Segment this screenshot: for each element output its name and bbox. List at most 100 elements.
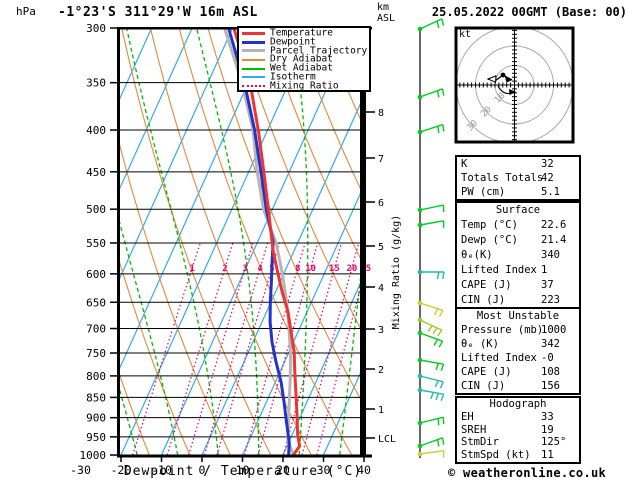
wind-barb (417, 449, 445, 458)
pressure-tick-label: 300 (86, 22, 106, 35)
legend-line-sample (242, 31, 265, 35)
altitude-tick-label: 1 (378, 405, 384, 416)
mixing-ratio-line (243, 242, 306, 455)
table-row-value: -0 (541, 352, 554, 364)
legend-item-label: Parcel Trajectory (270, 45, 368, 56)
legend-line-sample (242, 40, 265, 44)
wet-adiabat-line (195, 28, 260, 455)
table-row: CIN (J) 156 (457, 379, 579, 393)
table-row: StmSpd (kt) 11 (457, 449, 579, 462)
temperature-tick-label: 10 (236, 463, 250, 477)
wind-barb-flag (437, 329, 443, 337)
pressure-tick-label: 500 (86, 203, 106, 216)
table-row: EH 33 (457, 411, 579, 424)
wind-barb-flag (432, 327, 438, 335)
temperature-tick-label: 30 (317, 463, 331, 477)
mixing-ratio-line (203, 242, 269, 455)
dry-adiabat-line (236, 28, 366, 341)
mixing-ratio-label: 8 (295, 264, 300, 274)
mixing-ratio-axis-title: Mixing Ratio (g/kg) (391, 215, 402, 329)
legend-item-label: Mixing Ratio (270, 80, 339, 92)
isotherm-line (119, 28, 234, 282)
station-title: -1°23'S 311°29'W 16m ASL (58, 5, 258, 20)
wind-barb-flag (430, 392, 434, 400)
plot-border-left (117, 27, 120, 457)
dry-adiabat-line (178, 28, 353, 455)
table-row-value: 22.6 (541, 219, 567, 231)
table-section-title: Hodograph (489, 398, 547, 410)
table-row-label: CIN (J) (461, 294, 506, 306)
table-row-value: 1000 (541, 324, 567, 336)
wind-barb-flag (435, 363, 440, 371)
mixing-ratio-line (132, 242, 201, 455)
pressure-tick-label: 1000 (80, 449, 107, 462)
table-row: Lifted Index 1 (457, 263, 579, 278)
dry-adiabat-line (264, 28, 366, 271)
table-row-value: 223 (541, 294, 560, 306)
mixing-ratio-line (188, 242, 254, 455)
altitude-axis-unit-asl: ASL (377, 13, 396, 24)
wind-barb-flag (441, 437, 445, 445)
table-row-value: 37 (541, 279, 554, 291)
wind-barb-staff (419, 449, 444, 455)
legend-item: Mixing Ratio (239, 80, 369, 92)
altitude-tick-label: 8 (378, 108, 384, 119)
mixing-ratio-label: 1 (189, 264, 194, 274)
table-section-title: Most Unstable (476, 310, 560, 322)
wind-barb-staff (419, 319, 443, 331)
table-row: θₑ (K) 342 (457, 337, 579, 351)
wind-barb-staff (419, 204, 444, 211)
isotherm-line (322, 359, 366, 455)
wind-barb-flag (441, 88, 445, 96)
wind-barb-flag (436, 271, 440, 280)
wind-barb-flag (442, 124, 445, 132)
x-axis-title: Dewpoint / Temperature (°C) (123, 464, 363, 479)
stats-table-surface: Surface Temp (°C) 22.6 Dewp (°C) 21.4 θₑ(K) 34… (455, 201, 581, 310)
wind-barb (417, 387, 445, 401)
table-row-value: 19 (541, 423, 554, 436)
table-row-value: 33 (541, 410, 554, 423)
wind-barb-flag (437, 126, 440, 134)
legend-item-label: Wet Adiabat (270, 62, 333, 74)
wind-barb-flag (435, 393, 440, 401)
dry-adiabat-line (0, 28, 28, 455)
table-row: CAPE (J) 37 (457, 278, 579, 293)
legend-item-label: Temperature (270, 27, 333, 39)
pressure-tick-label: 650 (86, 296, 106, 309)
table-row-label: CAPE (J) (461, 279, 512, 291)
legend-line-sample (242, 58, 265, 61)
dry-adiabat-line (293, 28, 366, 202)
table-row-label: SREH (461, 423, 487, 436)
hodograph-ring-label: 20 (479, 105, 494, 120)
table-row-value: 11 (541, 449, 554, 462)
wet-adiabat-line (291, 28, 309, 455)
wind-barb-flag (438, 340, 444, 348)
table-row-value: 342 (541, 338, 560, 350)
wind-barb-staff (419, 375, 444, 383)
table-row-label: StmSpd (kt) (461, 449, 531, 462)
stats-table-indices: K 32 Totals Totals 42 PW (cm) 5.1 (455, 155, 581, 201)
table-row-label: CIN (J) (461, 380, 506, 392)
legend-item: Parcel Trajectory (239, 45, 369, 56)
wind-barb-flag (434, 380, 439, 388)
wind-barb-flag (440, 393, 445, 401)
wind-barb-flag (442, 271, 445, 280)
wind-barb-staff (419, 389, 444, 395)
dry-adiabat-line (121, 28, 272, 455)
pressure-tick-label: 850 (86, 391, 106, 404)
altitude-tick-label: 6 (378, 198, 384, 209)
table-row-value: 21.4 (541, 234, 567, 246)
wind-barb-flag (427, 325, 433, 332)
wind-barb (417, 330, 444, 348)
wind-barb-flag (436, 20, 440, 29)
wind-barb (417, 437, 445, 449)
pressure-tick-label: 800 (86, 370, 106, 383)
table-row: Lifted Index -0 (457, 351, 579, 365)
lcl-label: LCL (378, 434, 396, 445)
table-row: SREH 19 (457, 424, 579, 437)
legend-item-label: Dewpoint (270, 36, 316, 48)
wind-barb (417, 123, 445, 135)
wind-barb-staff (419, 332, 443, 342)
legend-line-sample (242, 85, 265, 88)
